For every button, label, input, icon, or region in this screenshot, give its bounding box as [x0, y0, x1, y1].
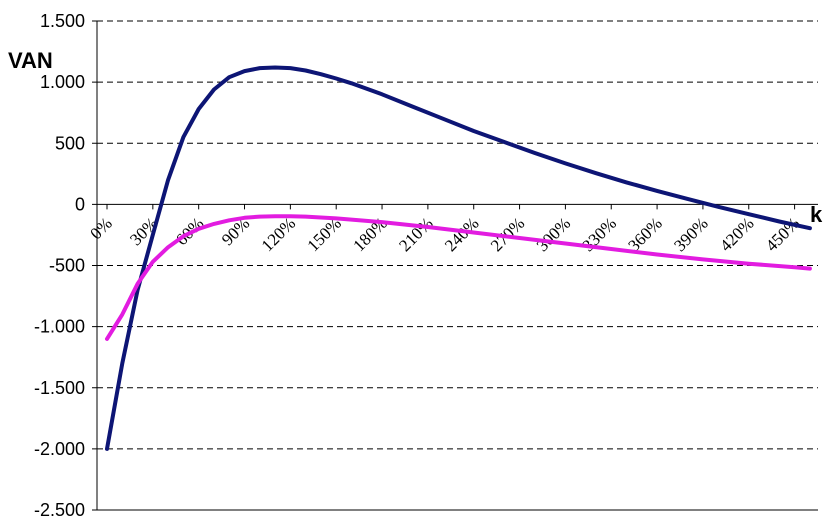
series-line-2: [105, 214, 812, 341]
x-tick-label: 120%: [258, 214, 299, 255]
x-tick-label: 390%: [670, 214, 711, 255]
axes: [92, 20, 818, 511]
y-tick-label: -1.000: [34, 317, 85, 337]
series-lines: [105, 65, 812, 451]
y-tick-label: -1.500: [34, 378, 85, 398]
y-axis-title: VAN: [8, 48, 53, 73]
series-line-1: [105, 65, 812, 451]
y-tick-label: -2.000: [34, 439, 85, 459]
x-tick-label: 0%: [86, 214, 115, 243]
x-tick-label: 210%: [395, 214, 436, 255]
y-tick-label: 0: [75, 194, 85, 214]
x-tick-label: 360%: [624, 214, 665, 255]
y-tick-label: -500: [49, 256, 85, 276]
y-tick-label: -2.500: [34, 500, 85, 520]
y-tick-label: 500: [55, 133, 85, 153]
y-tick-labels: 1.500 1.000 500 0 -500 -1.000 -1.500 -2.000 -2.5…: [34, 11, 85, 520]
x-tick-labels: 0% 30% 60% 90% 120% 150% 180% 210% 240% 270% 300% 3…: [86, 214, 803, 255]
gridlines: [97, 20, 818, 450]
x-tick-label: 300%: [533, 214, 574, 255]
y-tick-label: 1.500: [40, 11, 85, 31]
x-axis-title: k: [810, 202, 823, 227]
y-tick-label: 1.000: [40, 72, 85, 92]
x-tick-label: 420%: [716, 214, 757, 255]
